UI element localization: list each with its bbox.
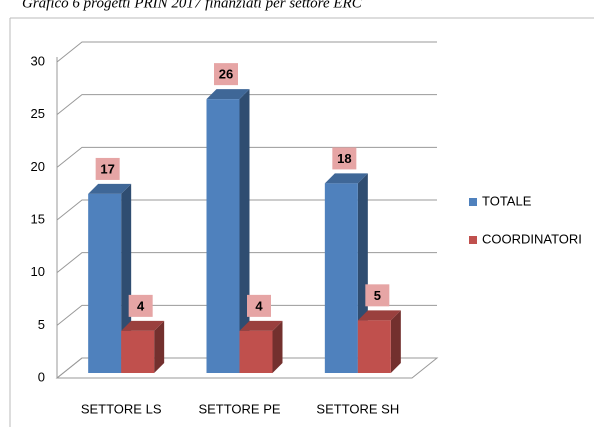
bar-face (357, 310, 401, 321)
grid-line (56, 146, 437, 168)
grid-line (56, 199, 437, 221)
bar-face (239, 320, 283, 331)
data-label: 18 (337, 151, 351, 166)
bar-face (357, 320, 391, 373)
y-tick-label: 30 (31, 53, 45, 68)
legend-label: TOTALE (482, 193, 532, 208)
bar-face (154, 320, 165, 373)
grid-line (56, 94, 437, 116)
bar (239, 320, 283, 373)
legend-swatch (469, 236, 477, 244)
grid-line (56, 304, 437, 326)
x-tick-label: SETTORE SH (316, 401, 399, 416)
bar-face (206, 89, 250, 100)
data-label-box (95, 157, 120, 180)
data-label: 5 (374, 288, 381, 303)
grid-line (56, 357, 437, 379)
y-tick-label: 15 (31, 211, 45, 226)
bar (206, 89, 250, 373)
legend-swatch (469, 198, 477, 206)
bar-face (239, 330, 273, 373)
grid-line (56, 41, 437, 63)
bar-face (121, 330, 155, 373)
data-label: 17 (100, 161, 114, 176)
bar-face (324, 173, 368, 184)
bar-face (206, 99, 240, 373)
y-tick-label: 25 (31, 106, 45, 121)
y-tick-label: 10 (31, 264, 45, 279)
x-tick-label: SETTORE PE (198, 401, 280, 416)
data-label: 26 (219, 67, 233, 82)
grid-line (56, 252, 437, 274)
data-label-box (214, 63, 238, 86)
data-label-box (247, 294, 271, 317)
bar-face (88, 183, 132, 194)
bar-face (272, 320, 283, 373)
bar (357, 310, 401, 373)
bar-face (390, 310, 401, 373)
legend-label: COORDINATORI (482, 231, 582, 246)
data-label: 4 (255, 298, 263, 313)
data-label: 4 (137, 298, 145, 313)
x-tick-label: SETTORE LS (81, 401, 162, 416)
y-tick-label: 0 (38, 369, 45, 384)
bar-face (88, 193, 122, 373)
y-tick-label: 5 (38, 317, 45, 332)
y-tick-label: 20 (31, 159, 45, 174)
data-label-box (365, 284, 390, 307)
bar (121, 320, 165, 373)
data-label-box (332, 147, 357, 170)
data-label-box (128, 294, 153, 317)
bar-face (324, 183, 358, 373)
chart-title: Grafico 6 progetti PRIN 2017 finanziati … (22, 0, 363, 11)
bar-face (121, 320, 165, 331)
